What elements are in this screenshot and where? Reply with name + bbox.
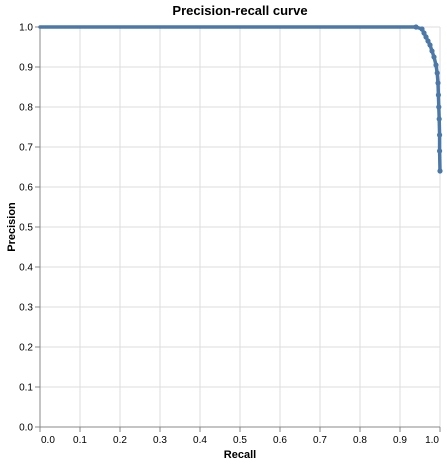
grid-lines (40, 27, 440, 427)
data-point (437, 116, 442, 121)
x-tick-label: 0.9 (393, 435, 407, 446)
x-tick-label: 1.0 (425, 435, 439, 446)
y-axis-title: Precision (6, 202, 18, 252)
x-axis-title: Recall (224, 449, 256, 461)
x-tick-label: 0.0 (41, 435, 55, 446)
y-tick-label: 0.7 (19, 143, 33, 154)
data-point (436, 92, 441, 97)
x-tick-label: 0.5 (233, 435, 247, 446)
x-tick-label: 0.7 (313, 435, 327, 446)
y-tick-label: 0.9 (19, 63, 33, 74)
x-tick-label: 0.1 (73, 435, 87, 446)
y-tick-label: 1.0 (19, 23, 33, 34)
y-tick-label: 0.5 (19, 223, 33, 234)
data-point (429, 48, 434, 53)
chart-title: Precision-recall curve (172, 3, 307, 18)
y-tick-label: 0.2 (19, 343, 33, 354)
axes: 0.0 0.1 0.2 0.3 0.4 0.5 0.6 0.7 0.8 0.9 1.0 0.0 0.1 0… (19, 23, 440, 447)
data-point (437, 148, 442, 153)
x-tick-label: 0.2 (113, 435, 127, 446)
x-tick-label: 0.8 (353, 435, 367, 446)
x-tick-label: 0.6 (273, 435, 287, 446)
data-point (433, 62, 438, 67)
y-tick-label: 0.1 (19, 383, 33, 394)
data-point (435, 70, 440, 75)
y-tick-label: 0.0 (19, 423, 33, 434)
data-point (427, 42, 432, 47)
data-point (431, 54, 436, 59)
series-layer (40, 24, 443, 173)
y-tick-label: 0.4 (19, 263, 33, 274)
y-tick-label: 0.8 (19, 103, 33, 114)
data-point (413, 24, 418, 29)
x-tick-label: 0.4 (193, 435, 207, 446)
data-point (436, 104, 441, 109)
y-tick-label: 0.6 (19, 183, 33, 194)
data-point (437, 132, 442, 137)
x-tick-label: 0.3 (153, 435, 167, 446)
data-point (437, 168, 442, 173)
data-point (435, 80, 440, 85)
y-tick-label: 0.3 (19, 303, 33, 314)
